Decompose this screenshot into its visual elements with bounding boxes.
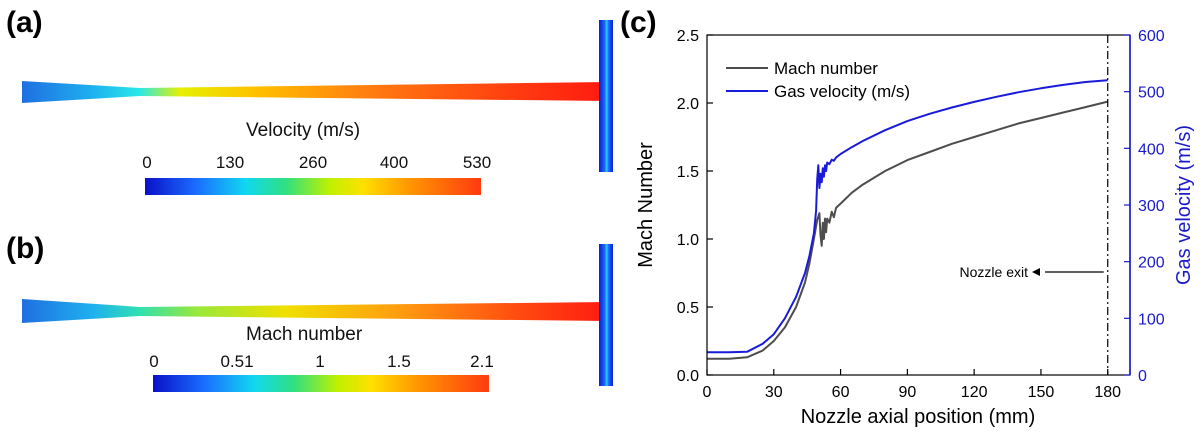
x-tick-label: 150	[1028, 384, 1055, 401]
nozzle-exit-arrowhead	[1032, 268, 1040, 276]
velocity-nozzle-shape	[22, 81, 608, 103]
y-right-tick-label: 100	[1138, 311, 1165, 328]
panel-a-label: (a)	[6, 6, 43, 39]
velocity-legend-tick: 400	[379, 153, 409, 172]
velocity-colorbar	[145, 178, 481, 195]
legend: Mach number Gas velocity (m/s)	[726, 59, 910, 101]
velocity-legend-tick: 260	[298, 153, 328, 172]
x-tick-label: 90	[898, 384, 916, 401]
mach-colorbar	[153, 375, 489, 392]
nozzle-exit-label: Nozzle exit	[960, 264, 1029, 280]
mach-legend-title: Mach number	[246, 324, 363, 345]
legend-label-velocity: Gas velocity (m/s)	[774, 82, 910, 101]
gas-velocity-line	[707, 79, 1108, 354]
mach-number-line	[707, 100, 1108, 360]
y-right-tick-label: 600	[1138, 28, 1165, 45]
mach-nozzle-shape	[22, 299, 608, 323]
legend-label-mach: Mach number	[774, 59, 878, 78]
panel-c-label: (c)	[620, 6, 657, 39]
velocity-substrate	[599, 20, 613, 172]
x-tick-label: 0	[703, 384, 712, 401]
y-right-tick-label: 0	[1138, 368, 1147, 385]
y-tick-label: 0.0	[677, 368, 699, 385]
mach-legend-tick: 0	[149, 352, 159, 371]
mach-legend-tick: 1	[315, 352, 325, 371]
y-right-tick-label: 400	[1138, 141, 1165, 158]
y-right-tick-label: 300	[1138, 198, 1165, 215]
y-right-tick-label: 200	[1138, 255, 1165, 272]
mach-legend-tick: 0.51	[220, 352, 254, 371]
y-tick-label: 1.5	[677, 164, 699, 181]
plot-frame	[706, 34, 1131, 376]
y-tick-label: 0.5	[677, 300, 699, 317]
y-tick-label: 1.0	[677, 232, 699, 249]
x-tick-label: 180	[1094, 384, 1121, 401]
velocity-legend-tick: 130	[215, 153, 245, 172]
x-axis-label: Nozzle axial position (mm)	[801, 406, 1036, 428]
mach-legend-tick: 1.5	[387, 352, 411, 371]
y-tick-label: 2.0	[677, 96, 699, 113]
velocity-legend-tick: 530	[462, 153, 492, 172]
x-tick-label: 30	[765, 384, 783, 401]
velocity-legend-title: Velocity (m/s)	[246, 120, 361, 141]
mach-substrate	[599, 244, 613, 386]
y-tick-label: 2.5	[677, 28, 699, 45]
y-axis-right-label: Gas velocity (m/s)	[1173, 125, 1195, 285]
mach-legend-tick: 2.1	[470, 352, 494, 371]
panel-b-label: (b)	[6, 232, 45, 265]
y-axis-label: Mach Number	[635, 142, 657, 268]
y-right-tick-label: 500	[1138, 85, 1165, 102]
x-tick-label: 60	[832, 384, 850, 401]
x-tick-label: 120	[961, 384, 988, 401]
velocity-legend-tick: 0	[142, 153, 152, 172]
